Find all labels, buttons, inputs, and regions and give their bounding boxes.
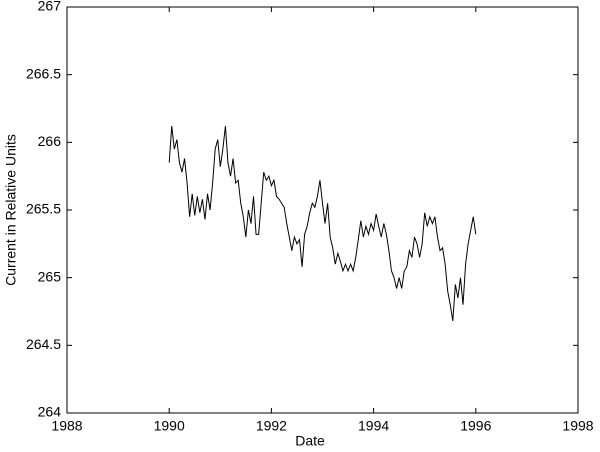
data-line	[168, 126, 477, 322]
x-tick-label: 1994	[358, 418, 389, 434]
y-tick-label: 265	[38, 268, 62, 284]
x-tick-label: 1996	[460, 418, 491, 434]
y-tick-label: 266	[38, 133, 62, 149]
x-tick-label: 1998	[562, 418, 593, 434]
y-tick-label: 264	[38, 404, 62, 420]
x-axis-label: Date	[295, 433, 325, 449]
x-tick-label: 1992	[256, 418, 287, 434]
y-tick-label: 266.5	[26, 65, 61, 81]
y-tick-label: 267	[38, 0, 62, 14]
y-tick-label: 265.5	[26, 201, 61, 217]
x-tick-label: 1990	[154, 418, 185, 434]
y-tick-label: 264.5	[26, 336, 61, 352]
plot-frame	[66, 6, 579, 414]
y-axis-label: Current in Relative Units	[3, 134, 19, 286]
x-tick-label: 1988	[51, 418, 82, 434]
